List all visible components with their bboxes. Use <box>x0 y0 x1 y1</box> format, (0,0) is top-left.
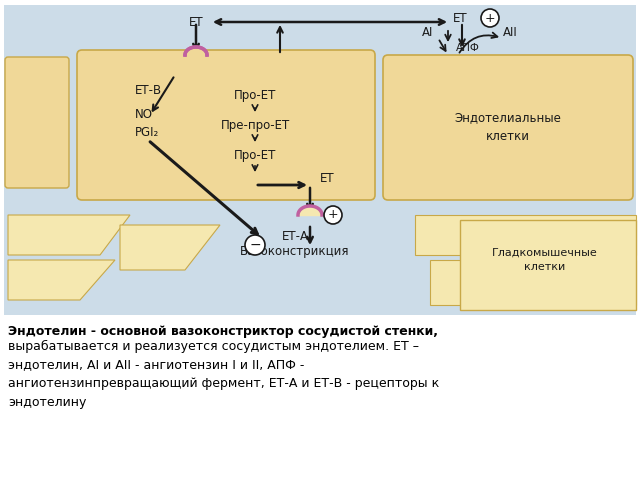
Text: NO: NO <box>135 108 153 121</box>
FancyBboxPatch shape <box>5 57 69 188</box>
Text: +: + <box>328 208 339 221</box>
Circle shape <box>245 235 265 255</box>
Polygon shape <box>8 260 115 300</box>
FancyBboxPatch shape <box>383 55 633 200</box>
Text: Вазоконстрикция: Вазоконстрикция <box>240 245 349 259</box>
Polygon shape <box>120 225 220 270</box>
Polygon shape <box>430 260 636 305</box>
Text: Эндотелин - основной вазоконстриктор сосудистой стенки,: Эндотелин - основной вазоконстриктор сос… <box>8 325 438 338</box>
Text: Про-ЕТ: Про-ЕТ <box>234 148 276 161</box>
Bar <box>4 200 636 310</box>
Polygon shape <box>415 215 636 255</box>
Circle shape <box>481 9 499 27</box>
Text: вырабатывается и реализуется сосудистым эндотелием. ЕТ –
эндотелин, AI и AII - а: вырабатывается и реализуется сосудистым … <box>8 340 439 408</box>
Text: PGI₂: PGI₂ <box>135 125 159 139</box>
Text: AII: AII <box>502 25 517 38</box>
Text: +: + <box>484 12 495 24</box>
Text: −: − <box>249 238 261 252</box>
Circle shape <box>324 206 342 224</box>
Polygon shape <box>8 215 130 255</box>
Bar <box>4 5 636 315</box>
Text: ЕТ-А: ЕТ-А <box>282 230 308 243</box>
Text: AI: AI <box>422 25 434 38</box>
Text: Эндотелиальные
клетки: Эндотелиальные клетки <box>454 111 561 143</box>
Text: ЕТ: ЕТ <box>320 171 335 184</box>
Text: АПФ: АПФ <box>456 43 480 53</box>
Text: Пре-про-ЕТ: Пре-про-ЕТ <box>220 119 290 132</box>
Text: ЕТ: ЕТ <box>189 15 204 28</box>
Text: Гладкомышечные
клетки: Гладкомышечные клетки <box>492 248 598 272</box>
Text: ЕТ-В: ЕТ-В <box>135 84 162 96</box>
Polygon shape <box>460 220 636 310</box>
Text: Про-ЕТ: Про-ЕТ <box>234 88 276 101</box>
Text: ЕТ: ЕТ <box>453 12 468 24</box>
FancyBboxPatch shape <box>77 50 375 200</box>
